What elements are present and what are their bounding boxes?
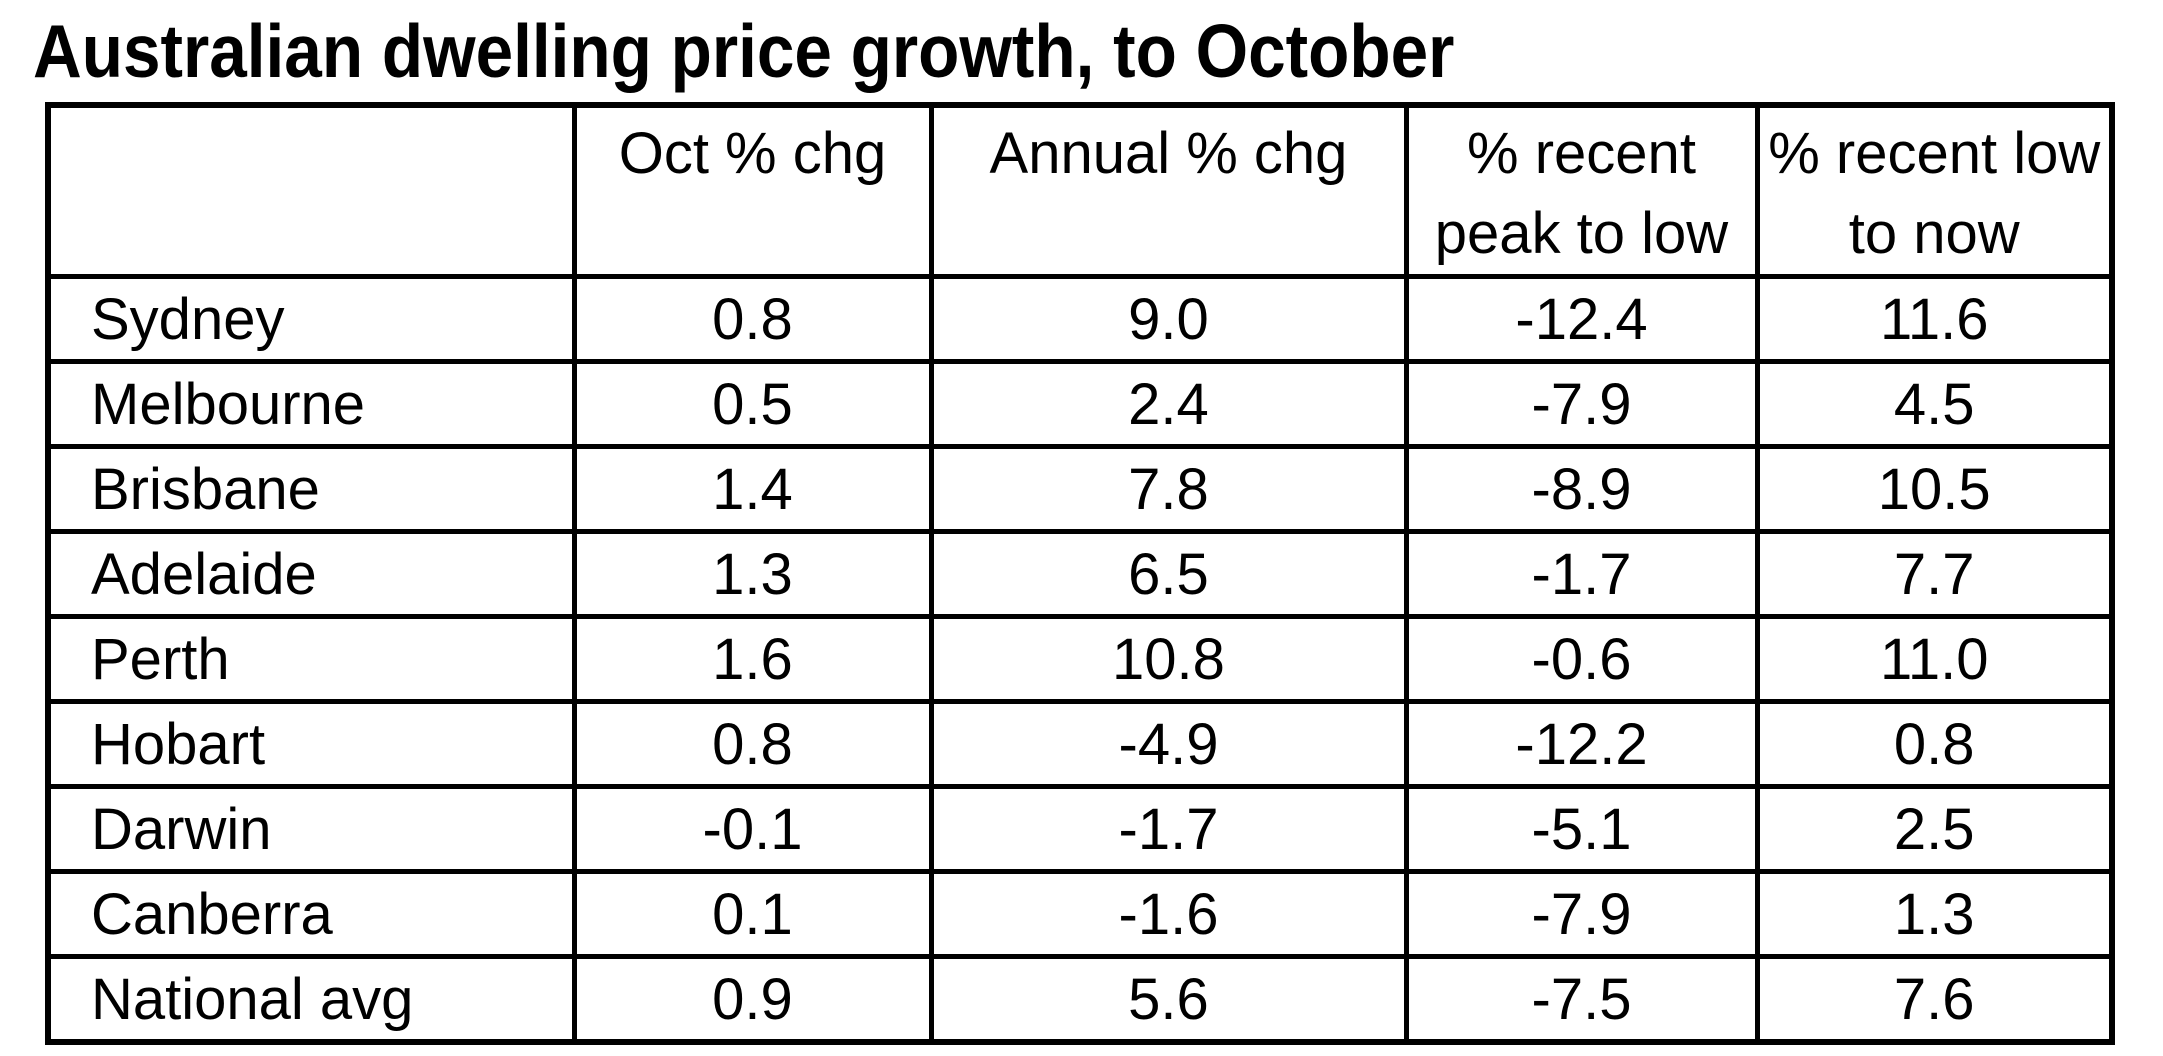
data-cell: -12.2 [1403, 699, 1760, 789]
page-title: Australian dwelling price growth, to Oct… [33, 9, 1455, 93]
data-cell: 10.5 [1754, 444, 2115, 534]
data-cell: 10.8 [928, 614, 1409, 704]
city-cell: Darwin [45, 784, 577, 874]
data-cell: 11.6 [1754, 274, 2115, 364]
data-cell: 4.5 [1754, 359, 2115, 449]
header-line [581, 194, 925, 272]
dwelling-price-table: Oct % chg Annual % chg % recent peak to … [45, 102, 2115, 1045]
data-cell: 9.0 [928, 274, 1409, 364]
table-row: Adelaide 1.3 6.5 -1.7 7.7 [45, 529, 2115, 619]
table-row: Melbourne 0.5 2.4 -7.9 4.5 [45, 359, 2115, 449]
header-city [45, 102, 577, 279]
data-cell: -8.9 [1403, 444, 1760, 534]
city-cell: Canberra [45, 869, 577, 959]
data-cell: 1.6 [571, 614, 934, 704]
data-cell: -7.9 [1403, 869, 1760, 959]
table-row: Brisbane 1.4 7.8 -8.9 10.5 [45, 444, 2115, 534]
header-row: Oct % chg Annual % chg % recent peak to … [45, 102, 2115, 279]
data-cell: -1.7 [928, 784, 1409, 874]
city-cell: Perth [45, 614, 577, 704]
table-row: Hobart 0.8 -4.9 -12.2 0.8 [45, 699, 2115, 789]
data-cell: 2.5 [1754, 784, 2115, 874]
data-cell: -7.5 [1403, 954, 1760, 1045]
table-row: Perth 1.6 10.8 -0.6 11.0 [45, 614, 2115, 704]
header-recent-peak-to-low: % recent peak to low [1403, 102, 1760, 279]
data-cell: 0.8 [1754, 699, 2115, 789]
header-recent-low-to-now: % recent low to now [1754, 102, 2115, 279]
data-cell: 7.8 [928, 444, 1409, 534]
data-cell: 0.5 [571, 359, 934, 449]
data-cell: 0.1 [571, 869, 934, 959]
city-cell: Brisbane [45, 444, 577, 534]
data-cell: 7.7 [1754, 529, 2115, 619]
header-line: peak to low [1434, 201, 1729, 266]
data-cell: -5.1 [1403, 784, 1760, 874]
data-cell: -1.6 [928, 869, 1409, 959]
header-line: % recent low [1768, 121, 2101, 186]
data-cell: -7.9 [1403, 359, 1760, 449]
header-line [938, 194, 1400, 272]
header-oct-pct-chg: Oct % chg [571, 102, 934, 279]
data-cell: 7.6 [1754, 954, 2115, 1045]
data-cell: 0.8 [571, 274, 934, 364]
data-cell: 1.3 [1754, 869, 2115, 959]
city-cell: Hobart [45, 699, 577, 789]
data-cell: 5.6 [928, 954, 1409, 1045]
data-cell: -0.6 [1403, 614, 1760, 704]
header-line: to now [1848, 201, 2020, 266]
table-row: Sydney 0.8 9.0 -12.4 11.6 [45, 274, 2115, 364]
data-cell: 6.5 [928, 529, 1409, 619]
data-cell: 0.9 [571, 954, 934, 1045]
city-cell: Sydney [45, 274, 577, 364]
data-cell: 11.0 [1754, 614, 2115, 704]
table-row: Canberra 0.1 -1.6 -7.9 1.3 [45, 869, 2115, 959]
data-cell: 0.8 [571, 699, 934, 789]
table-row: Darwin -0.1 -1.7 -5.1 2.5 [45, 784, 2115, 874]
data-cell: 2.4 [928, 359, 1409, 449]
header-line: Annual % chg [989, 121, 1348, 186]
header-annual-pct-chg: Annual % chg [928, 102, 1409, 279]
header-line [55, 194, 568, 272]
data-cell: -1.7 [1403, 529, 1760, 619]
data-cell: -0.1 [571, 784, 934, 874]
header-line [55, 114, 568, 194]
data-cell: -12.4 [1403, 274, 1760, 364]
header-line: % recent [1467, 121, 1696, 186]
city-cell: Melbourne [45, 359, 577, 449]
table-row: National avg 0.9 5.6 -7.5 7.6 [45, 954, 2115, 1045]
data-cell: -4.9 [928, 699, 1409, 789]
city-cell: Adelaide [45, 529, 577, 619]
city-cell: National avg [45, 954, 577, 1045]
header-line: Oct % chg [618, 121, 887, 186]
data-cell: 1.4 [571, 444, 934, 534]
data-cell: 1.3 [571, 529, 934, 619]
